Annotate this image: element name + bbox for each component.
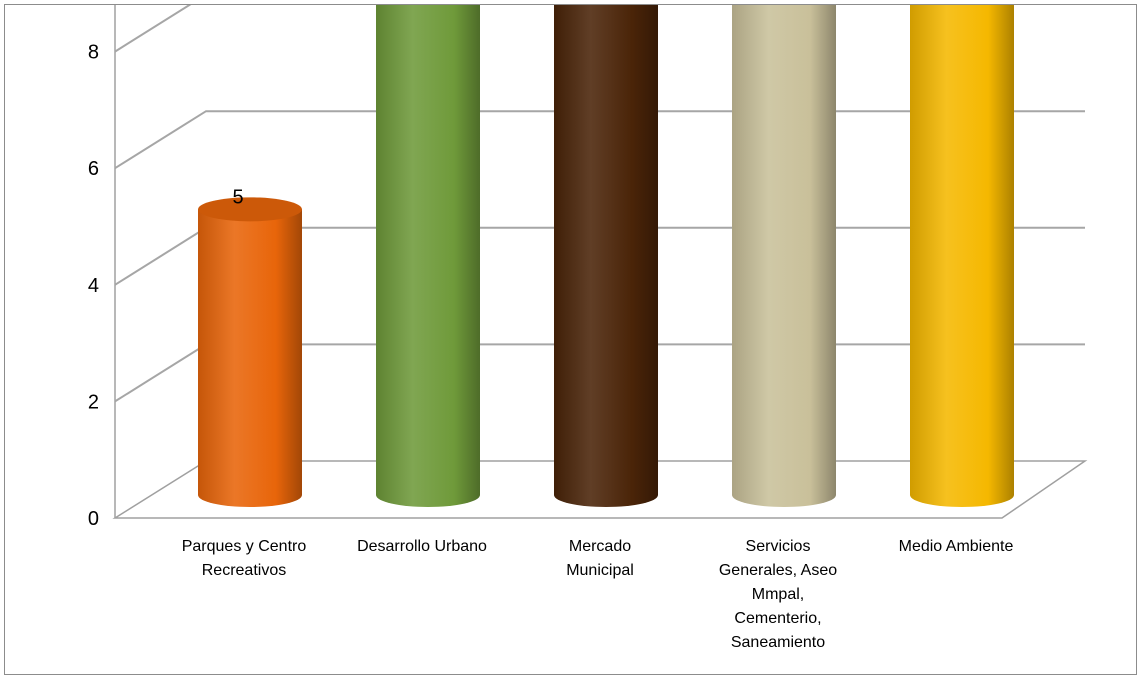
x-tick-label: Medio Ambiente (899, 538, 1014, 555)
y-tick-label: 4 (88, 275, 99, 297)
x-axis: Parques y Centro Recreativos Desarrollo Ur… (182, 538, 1014, 651)
chart-walls (112, 5, 1088, 519)
x-tick-label: Servicios Generales, Aseo Mmpal, Cementerio… (719, 538, 837, 651)
y-tick-label: 2 (88, 391, 99, 413)
data-label: 5 (232, 186, 243, 208)
bar (198, 197, 302, 507)
bar (732, 5, 836, 507)
bar (554, 5, 658, 507)
bar-chart: 02468101214 511131310 Parques y CentroRe… (88, 5, 1088, 651)
floor (112, 460, 1088, 519)
y-axis: 02468101214 (88, 42, 99, 530)
bar-body (554, 5, 658, 507)
bar-body (732, 5, 836, 507)
bar-body (910, 5, 1014, 507)
data-labels: 511131310 (232, 186, 243, 208)
bar-top (198, 197, 302, 222)
bar (376, 5, 480, 507)
bars (198, 5, 1014, 507)
bar (910, 5, 1014, 507)
bar-body (376, 5, 480, 507)
y-tick-label: 0 (88, 508, 99, 530)
x-tick-label: Desarrollo Urbano (357, 538, 487, 555)
y-tick-label: 6 (88, 158, 99, 180)
bar-body (198, 209, 302, 507)
x-tick-label: Parques y Centro Recreativos (182, 538, 307, 579)
gridline (114, 5, 192, 53)
y-tick-label: 8 (88, 42, 99, 64)
x-tick-label: Mercado Municipal (566, 538, 634, 579)
chart-frame: 02468101214 511131310 Parques y CentroRe… (4, 4, 1137, 675)
